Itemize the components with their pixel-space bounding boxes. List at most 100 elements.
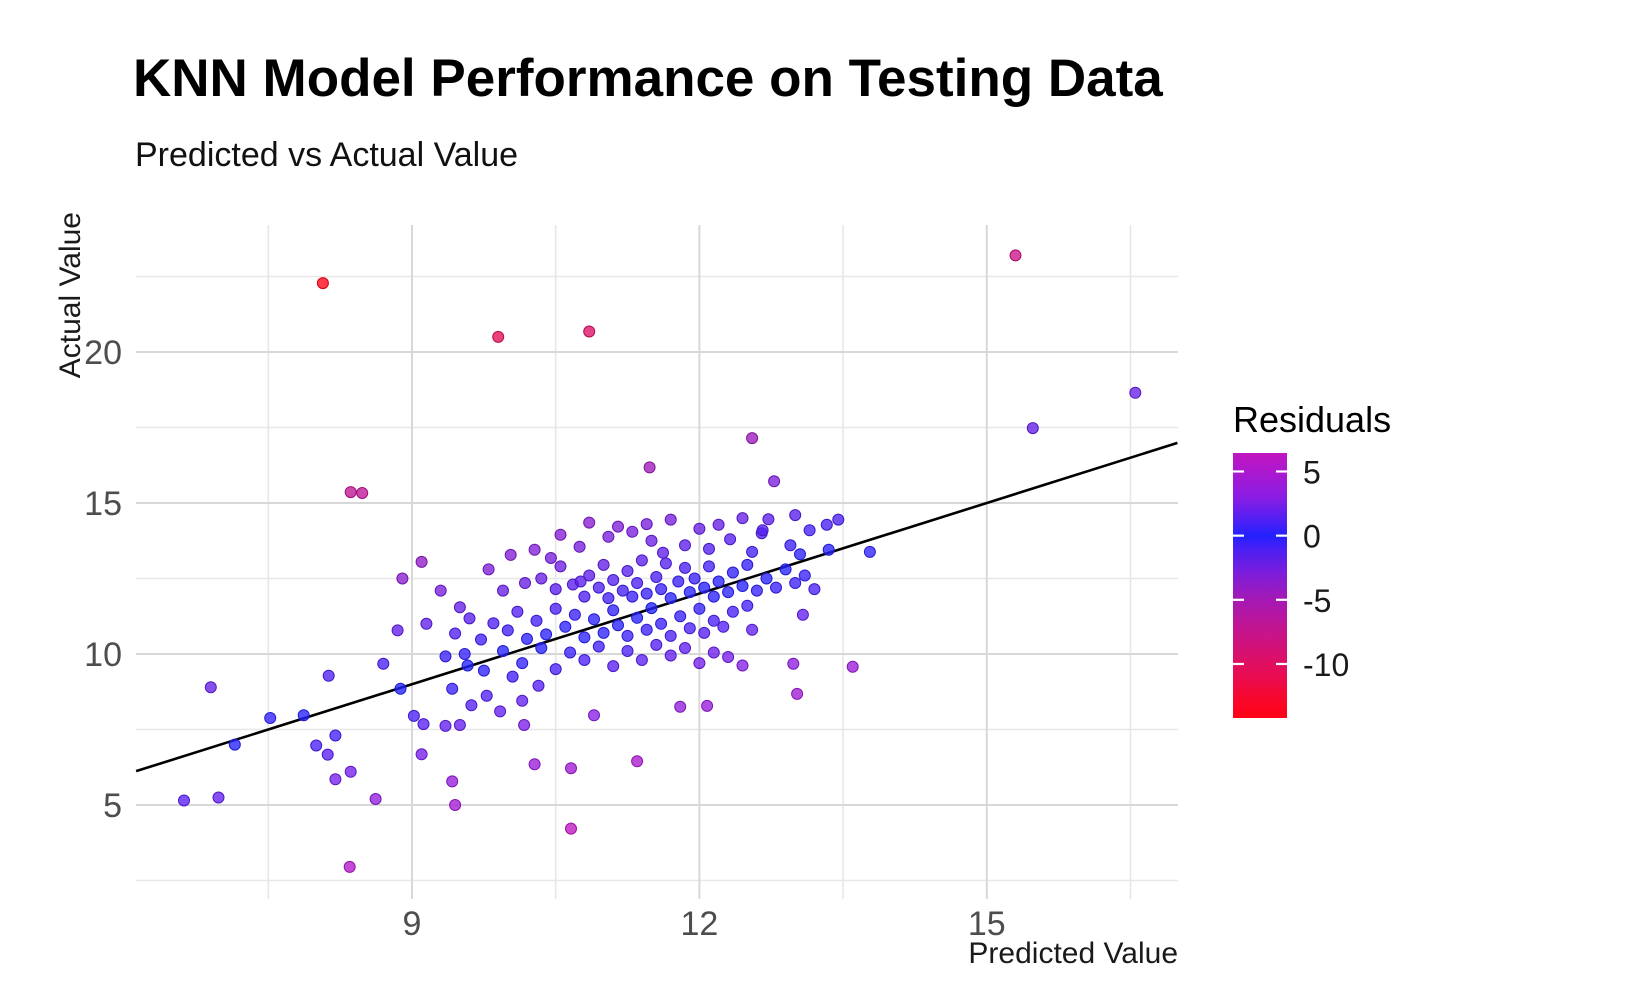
data-point (578, 590, 591, 603)
data-point (693, 602, 706, 615)
data-point (329, 729, 342, 742)
data-point (453, 601, 466, 614)
data-point (722, 651, 735, 663)
data-point (592, 640, 605, 653)
data-point (798, 569, 811, 582)
data-point (612, 619, 624, 632)
legend-tick-label: -10 (1303, 647, 1349, 683)
residuals-colorbar-legend: Residuals 5 0 -5 -10 (1233, 399, 1391, 718)
scatter-points (178, 249, 1142, 873)
data-point (322, 669, 335, 682)
data-point (621, 565, 634, 577)
data-point (683, 586, 696, 599)
data-point (465, 699, 478, 712)
data-point (578, 654, 591, 666)
data-point (746, 545, 759, 558)
data-point (803, 524, 816, 537)
data-point (487, 617, 500, 630)
data-point (679, 539, 691, 552)
data-point (655, 617, 668, 630)
data-point (565, 762, 577, 775)
data-point (535, 642, 548, 654)
y-axis-tick-labels: 5 10 15 20 (84, 334, 122, 825)
data-point (573, 540, 586, 553)
data-point (446, 682, 459, 695)
data-point (640, 587, 653, 600)
data-point (343, 860, 356, 873)
gridlines-minor (136, 225, 1178, 899)
data-point (746, 432, 759, 445)
data-point (707, 590, 720, 603)
data-point (549, 583, 562, 596)
chart-subtitle: Predicted vs Actual Value (135, 136, 519, 174)
data-point (506, 670, 519, 683)
data-point (482, 563, 495, 576)
data-point (518, 719, 531, 731)
data-point (626, 525, 639, 538)
data-point (698, 626, 711, 639)
data-point (477, 664, 490, 677)
legend-colorbar (1233, 453, 1287, 718)
data-point (492, 330, 505, 343)
data-point (635, 554, 648, 567)
data-point (679, 642, 691, 654)
data-point (796, 608, 809, 621)
data-point (461, 659, 474, 672)
data-point (544, 552, 557, 564)
data-point (746, 623, 759, 636)
data-point (574, 575, 587, 588)
data-point (597, 558, 610, 571)
data-point (415, 555, 428, 568)
legend-tick-marks (1233, 470, 1287, 666)
data-point (756, 524, 769, 537)
data-point (712, 575, 725, 588)
data-point (664, 649, 677, 662)
data-point (650, 638, 663, 651)
data-point (494, 705, 507, 718)
data-point (420, 617, 433, 630)
data-point (578, 631, 591, 644)
data-point (528, 543, 541, 556)
data-point (310, 739, 323, 752)
data-point (264, 712, 277, 724)
data-point (736, 580, 749, 592)
data-point (475, 633, 487, 646)
data-point (344, 765, 357, 778)
data-point (664, 513, 677, 526)
data-point (458, 648, 471, 660)
data-point (583, 569, 596, 582)
x-axis-tick-labels: 9 12 15 (403, 905, 1006, 943)
data-point (635, 654, 648, 666)
data-point (559, 620, 572, 633)
data-point (741, 558, 754, 571)
data-point (228, 738, 241, 751)
data-point (722, 586, 735, 599)
data-point (631, 611, 644, 624)
y-axis-title: Actual Value (54, 212, 87, 378)
data-point (297, 709, 310, 722)
data-point (535, 572, 548, 585)
data-point (377, 657, 390, 670)
data-point (511, 605, 524, 618)
data-point (846, 660, 859, 673)
data-point (396, 572, 409, 585)
legend-tick-label: 0 (1303, 519, 1321, 555)
data-point (724, 533, 737, 546)
data-point (703, 560, 715, 573)
data-point (703, 542, 715, 555)
data-point (391, 624, 404, 637)
data-point (717, 620, 730, 633)
data-point (688, 572, 701, 585)
data-point (712, 518, 725, 531)
data-point (583, 516, 596, 529)
data-point (568, 608, 581, 621)
x-tick-label: 15 (968, 905, 1006, 943)
x-axis-title: Predicted Value (968, 937, 1178, 970)
data-point (645, 602, 658, 615)
data-point (789, 577, 802, 589)
y-tick-label: 15 (84, 485, 122, 523)
data-point (736, 512, 749, 525)
data-point (707, 614, 720, 627)
data-point (631, 577, 644, 589)
x-tick-label: 12 (680, 905, 718, 943)
